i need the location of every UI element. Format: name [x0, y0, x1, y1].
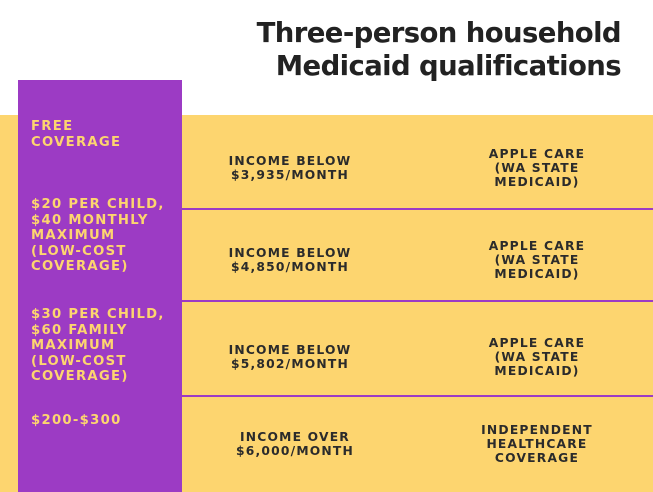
program-name-row-3: APPLE CARE (WA STATE MEDICAID): [488, 336, 586, 378]
row-divider: [182, 395, 653, 397]
cost-label-row-2: $20 PER CHILD, $40 MONTHLY MAXIMUM (LOW-…: [31, 197, 165, 274]
row-divider: [182, 208, 653, 210]
cost-label-row-3: $30 PER CHILD, $60 FAMILY MAXIMUM (LOW-C…: [31, 307, 165, 384]
income-threshold-row-1: INCOME BELOW $3,935/MONTH: [228, 154, 352, 182]
cost-column-background: [18, 80, 182, 492]
program-name-row-1: APPLE CARE (WA STATE MEDICAID): [488, 147, 586, 189]
title-line-2: Medicaid qualifications: [275, 50, 622, 82]
page-title: Three-person household Medicaid qualific…: [201, 17, 622, 83]
program-name-row-4: INDEPENDENT HEALTHCARE COVERAGE: [481, 423, 593, 465]
title-line-1: Three-person household: [256, 17, 622, 49]
row-divider: [182, 300, 653, 302]
program-name-row-2: APPLE CARE (WA STATE MEDICAID): [488, 239, 586, 281]
income-threshold-row-3: INCOME BELOW $5,802/MONTH: [228, 343, 352, 371]
income-threshold-row-2: INCOME BELOW $4,850/MONTH: [228, 246, 352, 274]
income-threshold-row-4: INCOME OVER $6,000/MONTH: [235, 430, 354, 458]
cost-label-row-4: $200-$300: [31, 413, 122, 428]
cost-label-row-1: FREE COVERAGE: [31, 119, 122, 150]
